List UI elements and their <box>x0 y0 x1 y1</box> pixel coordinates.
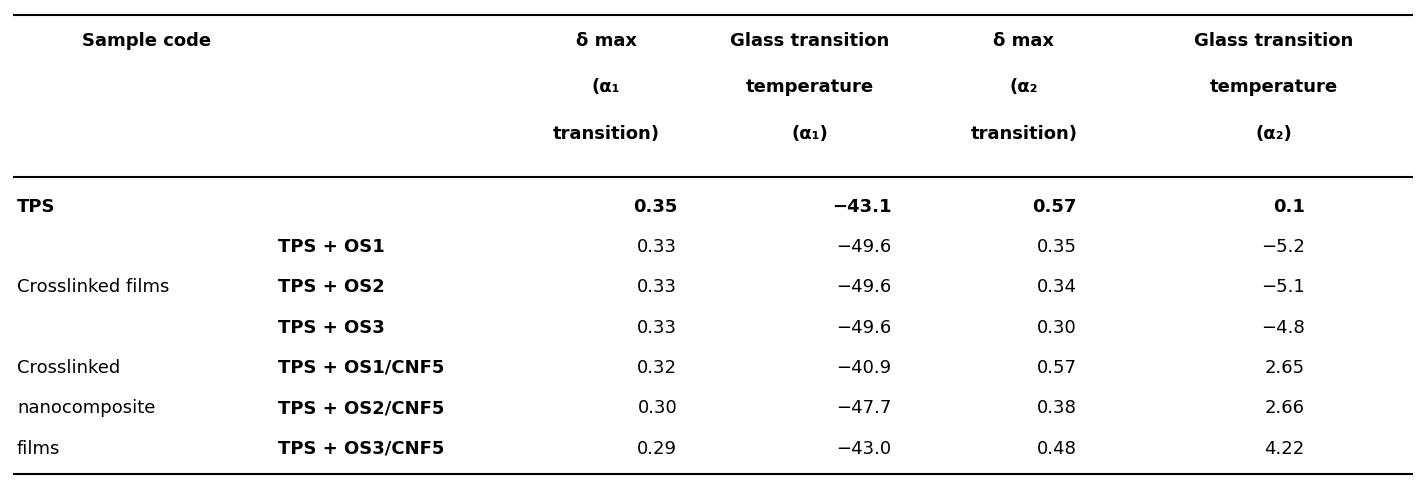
Text: Glass transition: Glass transition <box>730 32 890 51</box>
Text: Glass transition: Glass transition <box>1194 32 1353 51</box>
Text: −49.6: −49.6 <box>836 318 891 337</box>
Text: −5.2: −5.2 <box>1261 238 1305 256</box>
Text: transition): transition) <box>552 124 660 143</box>
Text: δ max: δ max <box>994 32 1054 51</box>
Text: −43.1: −43.1 <box>831 197 891 216</box>
Text: 0.34: 0.34 <box>1037 278 1077 296</box>
Text: 0.38: 0.38 <box>1037 399 1077 417</box>
Text: −5.1: −5.1 <box>1261 278 1305 296</box>
Text: nanocomposite: nanocomposite <box>17 399 155 417</box>
Text: 2.65: 2.65 <box>1265 359 1305 377</box>
Text: temperature: temperature <box>746 78 874 97</box>
Text: TPS + OS2/CNF5: TPS + OS2/CNF5 <box>278 399 445 417</box>
Text: 2.66: 2.66 <box>1265 399 1305 417</box>
Text: 0.33: 0.33 <box>637 238 677 256</box>
Text: TPS + OS1: TPS + OS1 <box>278 238 385 256</box>
Text: 0.48: 0.48 <box>1037 439 1077 458</box>
Text: TPS: TPS <box>17 197 56 216</box>
Text: Sample code: Sample code <box>83 32 211 51</box>
Text: 0.57: 0.57 <box>1032 197 1077 216</box>
Text: 0.57: 0.57 <box>1037 359 1077 377</box>
Text: (α₂): (α₂) <box>1255 124 1292 143</box>
Text: 4.22: 4.22 <box>1265 439 1305 458</box>
Text: transition): transition) <box>970 124 1078 143</box>
Text: temperature: temperature <box>1209 78 1338 97</box>
Text: Crosslinked: Crosslinked <box>17 359 120 377</box>
Text: −47.7: −47.7 <box>836 399 891 417</box>
Text: −49.6: −49.6 <box>836 278 891 296</box>
Text: 0.33: 0.33 <box>637 318 677 337</box>
Text: −49.6: −49.6 <box>836 238 891 256</box>
Text: TPS + OS3: TPS + OS3 <box>278 318 385 337</box>
Text: TPS + OS2: TPS + OS2 <box>278 278 385 296</box>
Text: δ max: δ max <box>576 32 636 51</box>
Text: −4.8: −4.8 <box>1261 318 1305 337</box>
Text: 0.1: 0.1 <box>1273 197 1305 216</box>
Text: films: films <box>17 439 60 458</box>
Text: TPS + OS1/CNF5: TPS + OS1/CNF5 <box>278 359 445 377</box>
Text: TPS + OS3/CNF5: TPS + OS3/CNF5 <box>278 439 445 458</box>
Text: 0.29: 0.29 <box>637 439 677 458</box>
Text: 0.30: 0.30 <box>1037 318 1077 337</box>
Text: −43.0: −43.0 <box>836 439 891 458</box>
Text: 0.35: 0.35 <box>633 197 677 216</box>
Text: (α₁: (α₁ <box>592 78 620 97</box>
Text: 0.33: 0.33 <box>637 278 677 296</box>
Text: Crosslinked films: Crosslinked films <box>17 278 170 296</box>
Text: −40.9: −40.9 <box>836 359 891 377</box>
Text: (α₂: (α₂ <box>1010 78 1038 97</box>
Text: 0.35: 0.35 <box>1037 238 1077 256</box>
Text: (α₁): (α₁) <box>791 124 829 143</box>
Text: 0.30: 0.30 <box>637 399 677 417</box>
Text: 0.32: 0.32 <box>637 359 677 377</box>
